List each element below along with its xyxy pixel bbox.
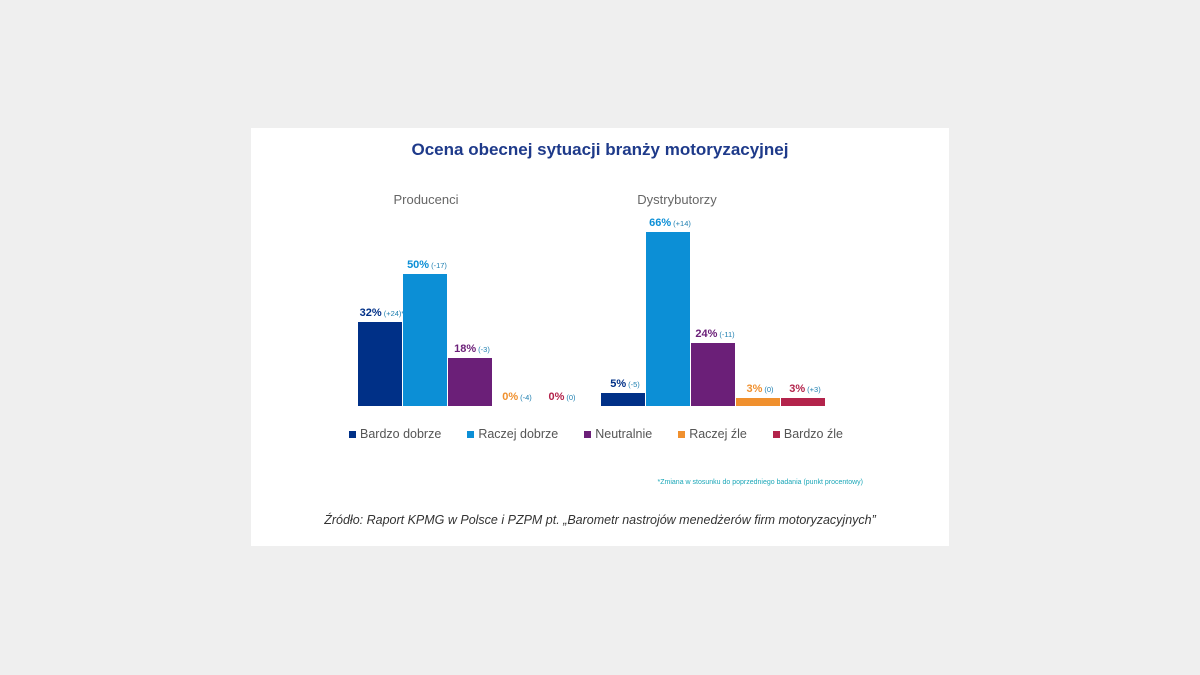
legend: Bardzo dobrze Raczej dobrze Neutralnie Racz… <box>349 427 843 441</box>
bar-0-0 <box>358 322 402 406</box>
value-label: 24% <box>695 328 718 340</box>
change-label: (+24)* <box>383 309 405 318</box>
group-label-1: Dystrybutorzy <box>637 192 717 207</box>
legend-item-4: Bardzo źle <box>772 427 843 441</box>
legend-item-3: Raczej źle <box>678 427 747 441</box>
value-label: 50% <box>407 259 430 271</box>
value-label: 3% <box>789 383 806 395</box>
legend-swatch <box>772 430 780 438</box>
change-label: (0) <box>764 385 774 394</box>
change-label: (+3) <box>807 385 821 394</box>
change-label: (-5) <box>628 380 640 389</box>
change-label: (0) <box>566 393 576 402</box>
bar-1-1 <box>646 232 690 406</box>
legend-item-2: Neutralnie <box>584 427 652 441</box>
value-label: 66% <box>649 217 672 229</box>
bar-1-2 <box>691 343 735 406</box>
bar-label-1-1: 66% (+14) <box>649 216 691 230</box>
bar-label-0-4: 0% (0) <box>548 390 575 404</box>
bar-label-0-0: 32% (+24)* <box>360 306 405 320</box>
footnote: *Zmiana w stosunku do poprzedniego badan… <box>657 479 863 486</box>
bar-0-1 <box>403 274 447 406</box>
value-label: 0% <box>502 391 519 403</box>
legend-label: Raczej dobrze <box>478 427 559 441</box>
change-label: (-4) <box>520 393 532 402</box>
legend-swatch <box>678 430 686 438</box>
bar-label-0-2: 18% (-3) <box>454 342 490 356</box>
bar-1-3 <box>736 398 780 406</box>
legend-label: Raczej źle <box>689 427 747 441</box>
bar-1-4 <box>781 398 825 406</box>
bar-label-1-0: 5% (-5) <box>610 377 640 391</box>
value-label: 5% <box>610 378 627 390</box>
bar-0-2 <box>448 358 492 406</box>
change-label: (-17) <box>431 261 447 270</box>
chart-card: Ocena obecnej sytuacji branży motoryzacy… <box>251 128 949 546</box>
value-label: 0% <box>548 391 565 403</box>
legend-swatch <box>584 430 592 438</box>
bar-1-0 <box>601 393 645 406</box>
bar-label-1-3: 3% (0) <box>746 382 773 396</box>
change-label: (+14) <box>673 219 691 228</box>
group-label-0: Producenci <box>393 192 459 207</box>
change-label: (-3) <box>478 345 490 354</box>
legend-label: Bardzo dobrze <box>360 427 442 441</box>
source-note: Źródło: Raport KPMG w Polsce i PZPM pt. … <box>324 513 876 527</box>
value-label: 3% <box>746 383 763 395</box>
legend-label: Neutralnie <box>595 427 653 441</box>
bar-label-0-1: 50% (-17) <box>407 258 447 272</box>
legend-item-0: Bardzo dobrze <box>349 427 441 441</box>
legend-swatch <box>467 430 475 438</box>
legend-label: Bardzo źle <box>783 427 843 441</box>
value-label: 18% <box>454 343 477 355</box>
bar-label-1-4: 3% (+3) <box>789 382 820 396</box>
legend-swatch <box>349 430 356 438</box>
value-label: 32% <box>359 307 382 319</box>
bar-label-0-3: 0% (-4) <box>502 390 532 404</box>
change-label: (-11) <box>719 330 735 339</box>
chart-title: Ocena obecnej sytuacji branży motoryzacy… <box>411 140 789 159</box>
legend-item-1: Raczej dobrze <box>467 427 558 441</box>
bar-label-1-2: 24% (-11) <box>695 327 734 341</box>
